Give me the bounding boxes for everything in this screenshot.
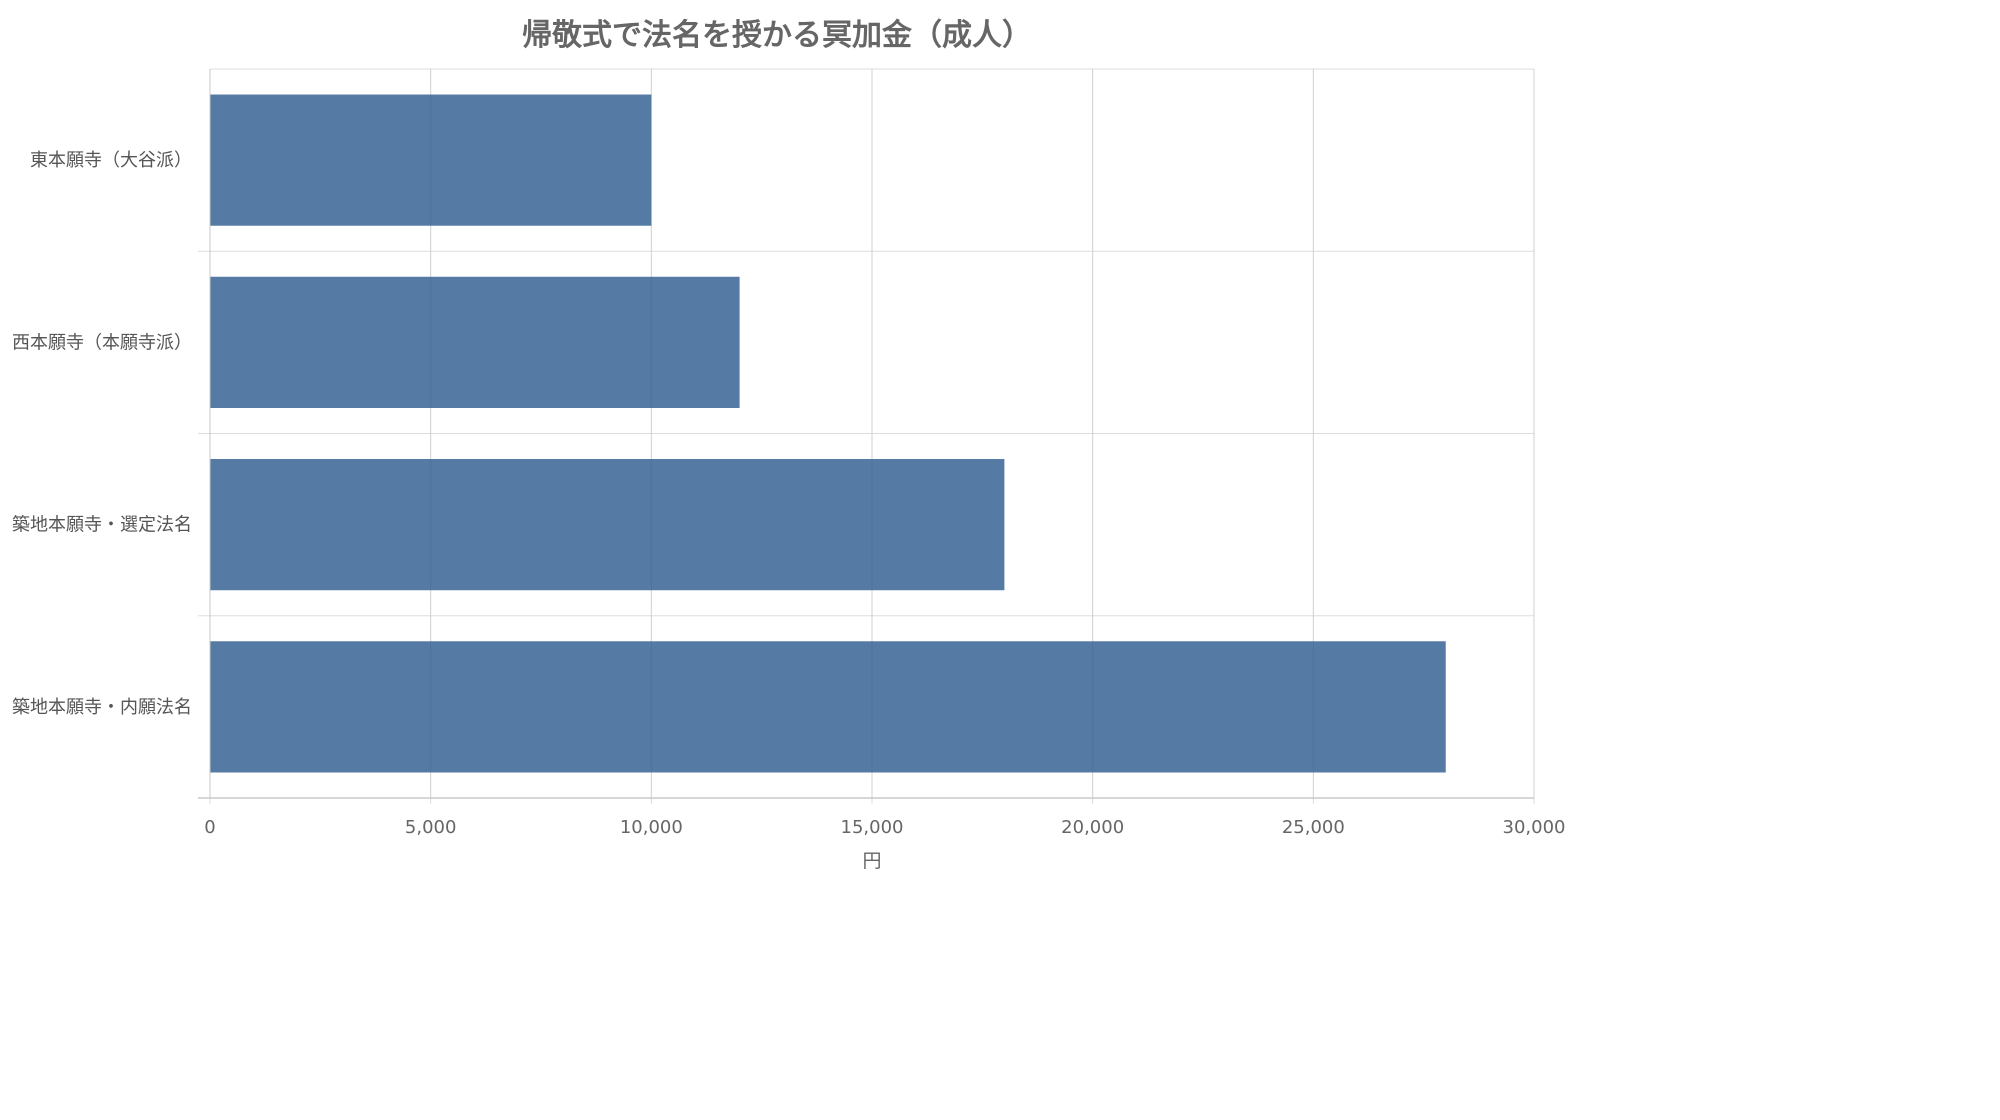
category-label: 東本願寺（大谷派）	[30, 150, 192, 171]
x-tick-label: 0	[204, 817, 215, 838]
axes	[198, 69, 1534, 799]
x-tick-labels: 0 5,000 10,000 15,000 20,000 25,000 30,000	[204, 817, 1565, 838]
x-tick-label: 20,000	[1061, 817, 1124, 838]
x-tick-label: 10,000	[620, 817, 683, 838]
category-label: 築地本願寺・内願法名	[12, 697, 192, 718]
bars	[210, 69, 1535, 798]
category-label: 築地本願寺・選定法名	[12, 515, 192, 536]
bar	[210, 94, 652, 226]
category-label: 西本願寺（本願寺派）	[12, 332, 192, 353]
chart-container: 帰敬式で法名を授かる冥加金（成人） 東本願寺（大谷派） 西本願寺（本願寺派） 築地本…	[12, 18, 1565, 872]
x-tick-label: 15,000	[841, 817, 904, 838]
bar	[210, 276, 740, 408]
bar-chart: 帰敬式で法名を授かる冥加金（成人） 東本願寺（大谷派） 西本願寺（本願寺派） 築地本…	[12, 18, 1565, 872]
bar	[210, 459, 1005, 591]
chart-title: 帰敬式で法名を授かる冥加金（成人）	[522, 18, 1032, 53]
x-tick-label: 5,000	[405, 817, 457, 838]
bar	[210, 641, 1446, 773]
x-axis-title: 円	[862, 850, 881, 872]
x-tick-label: 25,000	[1282, 817, 1345, 838]
x-tick-label: 30,000	[1503, 817, 1566, 838]
